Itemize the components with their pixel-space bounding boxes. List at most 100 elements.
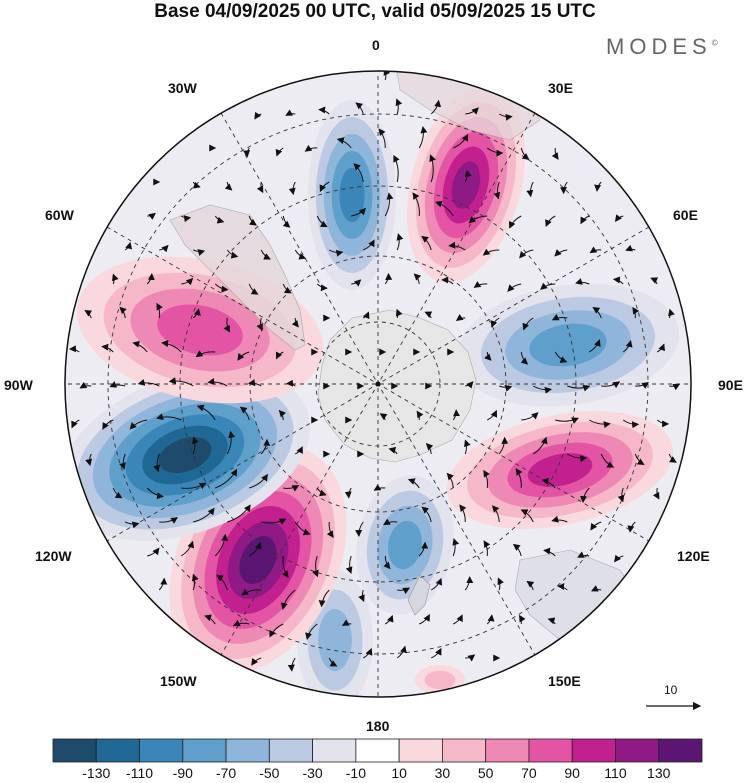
wind-vector — [526, 181, 534, 198]
map-disk — [65, 71, 691, 697]
lon-label-30e: 30E — [548, 80, 573, 96]
wind-vector — [384, 272, 393, 285]
wind-vector — [601, 381, 621, 389]
wind-vector — [241, 588, 262, 596]
wind-vector — [159, 244, 169, 253]
wind-vector — [362, 647, 373, 659]
wind-vector — [295, 446, 303, 455]
colorbar-tick-label: -90 — [172, 765, 193, 781]
wind-vector — [418, 541, 429, 557]
wind-vector — [635, 382, 649, 389]
colorbar-tick-label: -110 — [126, 765, 154, 781]
wind-vector — [192, 573, 199, 591]
colorbar-tick-label: -10 — [345, 765, 366, 781]
wind-vector — [247, 379, 262, 387]
wind-vector — [214, 533, 229, 557]
wind-vector — [612, 276, 624, 285]
wind-vector — [256, 317, 263, 331]
wind-vector — [384, 192, 394, 217]
wind-vector — [464, 576, 474, 591]
wind-vector — [285, 109, 296, 116]
wind-vector — [579, 487, 590, 504]
wind-vector — [551, 147, 559, 160]
wind-vector — [294, 249, 307, 260]
wind-vector — [508, 215, 522, 229]
anomaly-blue-0 — [308, 100, 396, 290]
wind-vector — [395, 98, 403, 115]
wind-vector — [318, 106, 330, 115]
wind-vector — [452, 538, 460, 557]
wind-vector — [68, 345, 80, 353]
wind-vector — [532, 385, 552, 394]
colorbar-swatch — [571, 738, 616, 763]
wind-vector — [383, 555, 391, 570]
wind-vector — [430, 99, 442, 115]
wind-vector — [223, 317, 230, 333]
wind-vector — [275, 351, 284, 360]
wind-vector — [341, 619, 352, 626]
wind-vector — [555, 417, 579, 424]
wind-vector — [285, 379, 296, 387]
wind-vector — [625, 244, 636, 252]
colorbar-swatch — [312, 738, 357, 763]
wind-vector — [412, 192, 420, 217]
wind-vector — [319, 181, 330, 193]
wind-vector — [545, 215, 556, 227]
wind-vector — [668, 453, 677, 463]
colorbar-tick-label: 30 — [434, 765, 451, 781]
colorbar-tick-label: 70 — [521, 765, 537, 781]
wind-vector — [260, 438, 271, 455]
colorbar-swatch — [95, 738, 140, 763]
wind-vector — [153, 453, 160, 473]
wind-vector — [421, 506, 432, 523]
colorbar-swatch — [225, 738, 270, 763]
wind-vector — [280, 589, 296, 611]
wind-vector — [119, 306, 127, 319]
wind-vector — [132, 340, 148, 353]
wind-vector — [378, 128, 386, 149]
wind-vector — [287, 657, 296, 672]
wind-vector — [464, 169, 472, 183]
lon-label-60w: 60W — [45, 207, 74, 223]
wind-vector — [261, 518, 287, 525]
wind-vector — [180, 215, 192, 223]
wind-vector — [224, 181, 233, 191]
wind-vector — [161, 339, 182, 353]
wind-vector — [551, 313, 568, 321]
wind-vector — [395, 308, 403, 319]
anomaly-contour — [424, 670, 456, 690]
wind-vector — [421, 235, 432, 251]
wind-vector — [547, 617, 556, 625]
wind-vector — [159, 517, 178, 524]
wind-vector — [519, 249, 534, 259]
wind-vector — [294, 521, 311, 536]
wind-vector — [567, 384, 591, 392]
wind-vector — [532, 436, 548, 455]
wind-vector — [215, 468, 238, 489]
wind-vector — [434, 200, 454, 217]
wind-vector — [491, 505, 500, 523]
wind-vector — [278, 409, 287, 421]
wind-vector — [397, 587, 410, 595]
wind-vector — [652, 487, 660, 500]
wind-vector — [147, 547, 160, 557]
wind-vector — [416, 410, 424, 421]
wind-vector — [520, 147, 530, 160]
wind-vector — [214, 215, 225, 224]
brand-mark: © — [711, 38, 718, 48]
wind-vector — [353, 163, 364, 183]
wind-vector — [351, 279, 362, 287]
wind-vector — [388, 446, 398, 455]
wind-vector — [622, 340, 633, 353]
wind-vector — [580, 215, 590, 225]
wind-vector — [634, 453, 645, 466]
lon-label-150w: 150W — [160, 673, 197, 689]
wind-vector — [465, 654, 476, 662]
wind-vector — [622, 419, 640, 429]
wind-vector — [668, 308, 675, 319]
wind-vector — [520, 351, 529, 365]
wind-vector — [407, 478, 420, 489]
wind-vector — [207, 378, 228, 387]
wind-vector — [453, 614, 463, 625]
